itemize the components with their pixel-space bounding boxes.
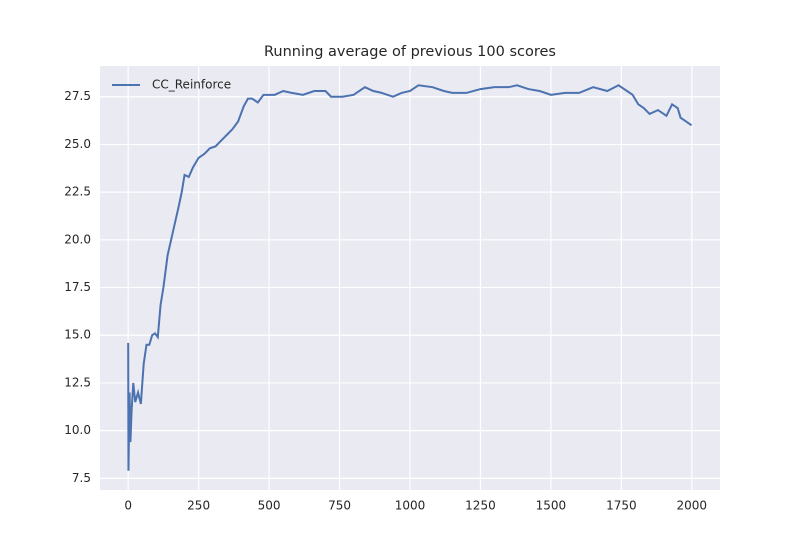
legend-label: CC_Reinforce xyxy=(152,78,231,92)
y-tick-label: 12.5 xyxy=(64,375,91,389)
y-tick-label: 15.0 xyxy=(64,328,91,342)
y-tick-label: 25.0 xyxy=(64,137,91,151)
chart-title: Running average of previous 100 scores xyxy=(264,44,556,60)
x-tick-label: 2000 xyxy=(677,499,708,513)
x-tick-label: 1000 xyxy=(395,499,426,513)
x-tick-label: 500 xyxy=(258,499,281,513)
x-tick-label: 250 xyxy=(187,499,210,513)
x-tick-label: 1500 xyxy=(536,499,567,513)
y-tick-label: 27.5 xyxy=(64,89,91,103)
y-tick-label: 10.0 xyxy=(64,423,91,437)
x-tick-label: 1750 xyxy=(606,499,637,513)
y-tick-label: 22.5 xyxy=(64,185,91,199)
x-tick-label: 750 xyxy=(328,499,351,513)
y-tick-label: 17.5 xyxy=(64,280,91,294)
y-tick-label: 20.0 xyxy=(64,232,91,246)
x-tick-label: 1250 xyxy=(465,499,496,513)
data-line xyxy=(127,84,693,471)
y-tick-label: 7.5 xyxy=(72,471,91,485)
x-tick-label: 0 xyxy=(124,499,132,513)
